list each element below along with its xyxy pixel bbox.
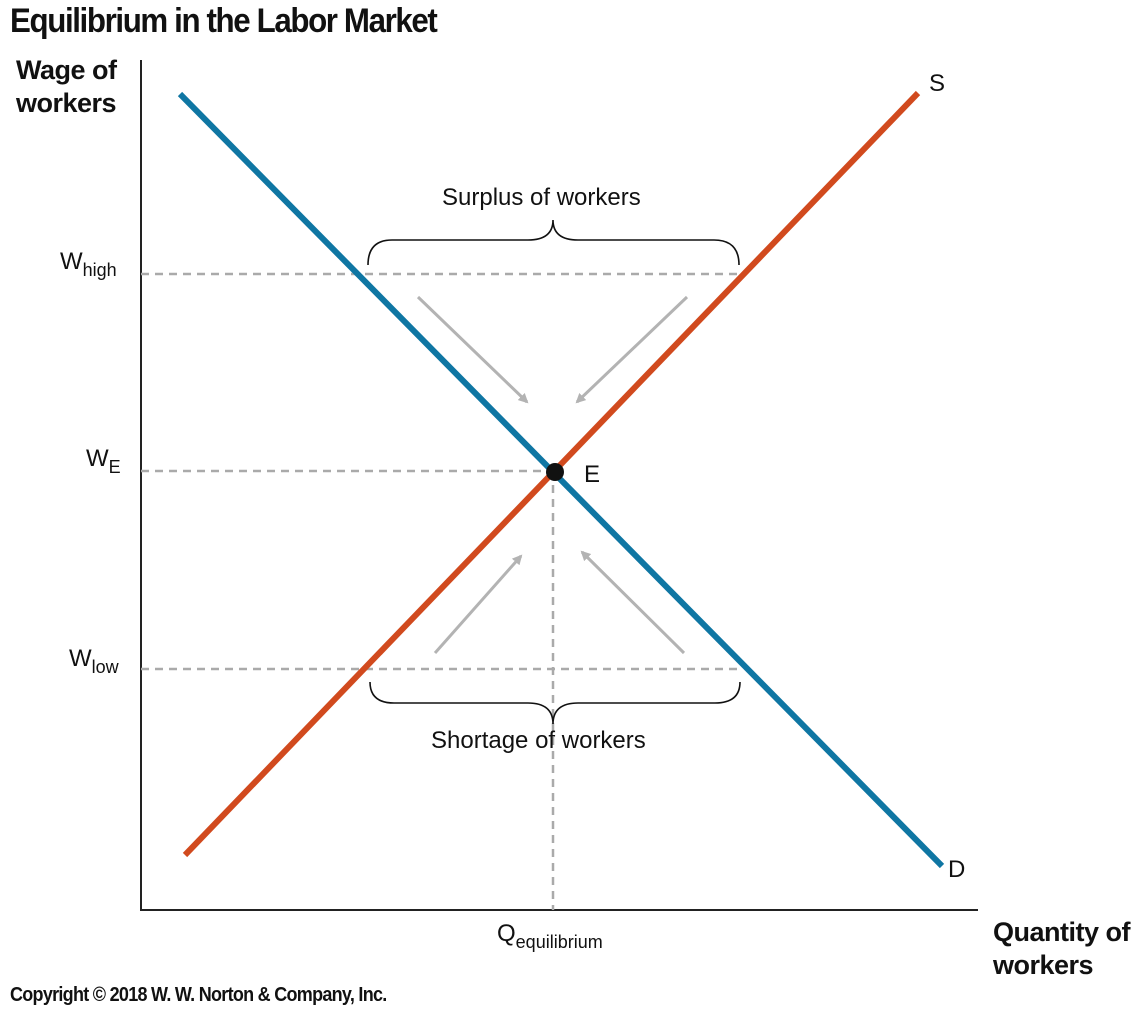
w-low-label: Wlow	[69, 645, 119, 677]
demand-curve-label: D	[948, 856, 966, 883]
arrow-surplus-left	[416, 295, 529, 404]
arrow-shortage-left	[433, 554, 523, 654]
copyright-notice: Copyright © 2018 W. W. Norton & Company,…	[10, 984, 387, 1006]
equilibrium-point	[546, 463, 564, 481]
supply-curve-label: S	[929, 70, 946, 97]
arrow-shortage-right	[580, 550, 686, 655]
equilibrium-label: E	[584, 461, 601, 488]
shortage-label: Shortage of workers	[431, 727, 646, 754]
x-axis-label: Quantity of workers	[993, 917, 1131, 980]
demand-curve	[177, 91, 945, 869]
w-e-label: WE	[86, 445, 121, 477]
surplus-brace	[367, 219, 740, 266]
y-axis-label: Wage of workers	[16, 55, 117, 118]
w-high-label: Whigh	[60, 248, 117, 280]
diagram-title: Equilibrium in the Labor Market	[10, 2, 438, 40]
arrow-surplus-right	[575, 295, 689, 404]
shortage-brace	[369, 681, 741, 725]
surplus-label: Surplus of workers	[442, 184, 641, 211]
q-equilibrium-label: Qequilibrium	[497, 920, 603, 952]
